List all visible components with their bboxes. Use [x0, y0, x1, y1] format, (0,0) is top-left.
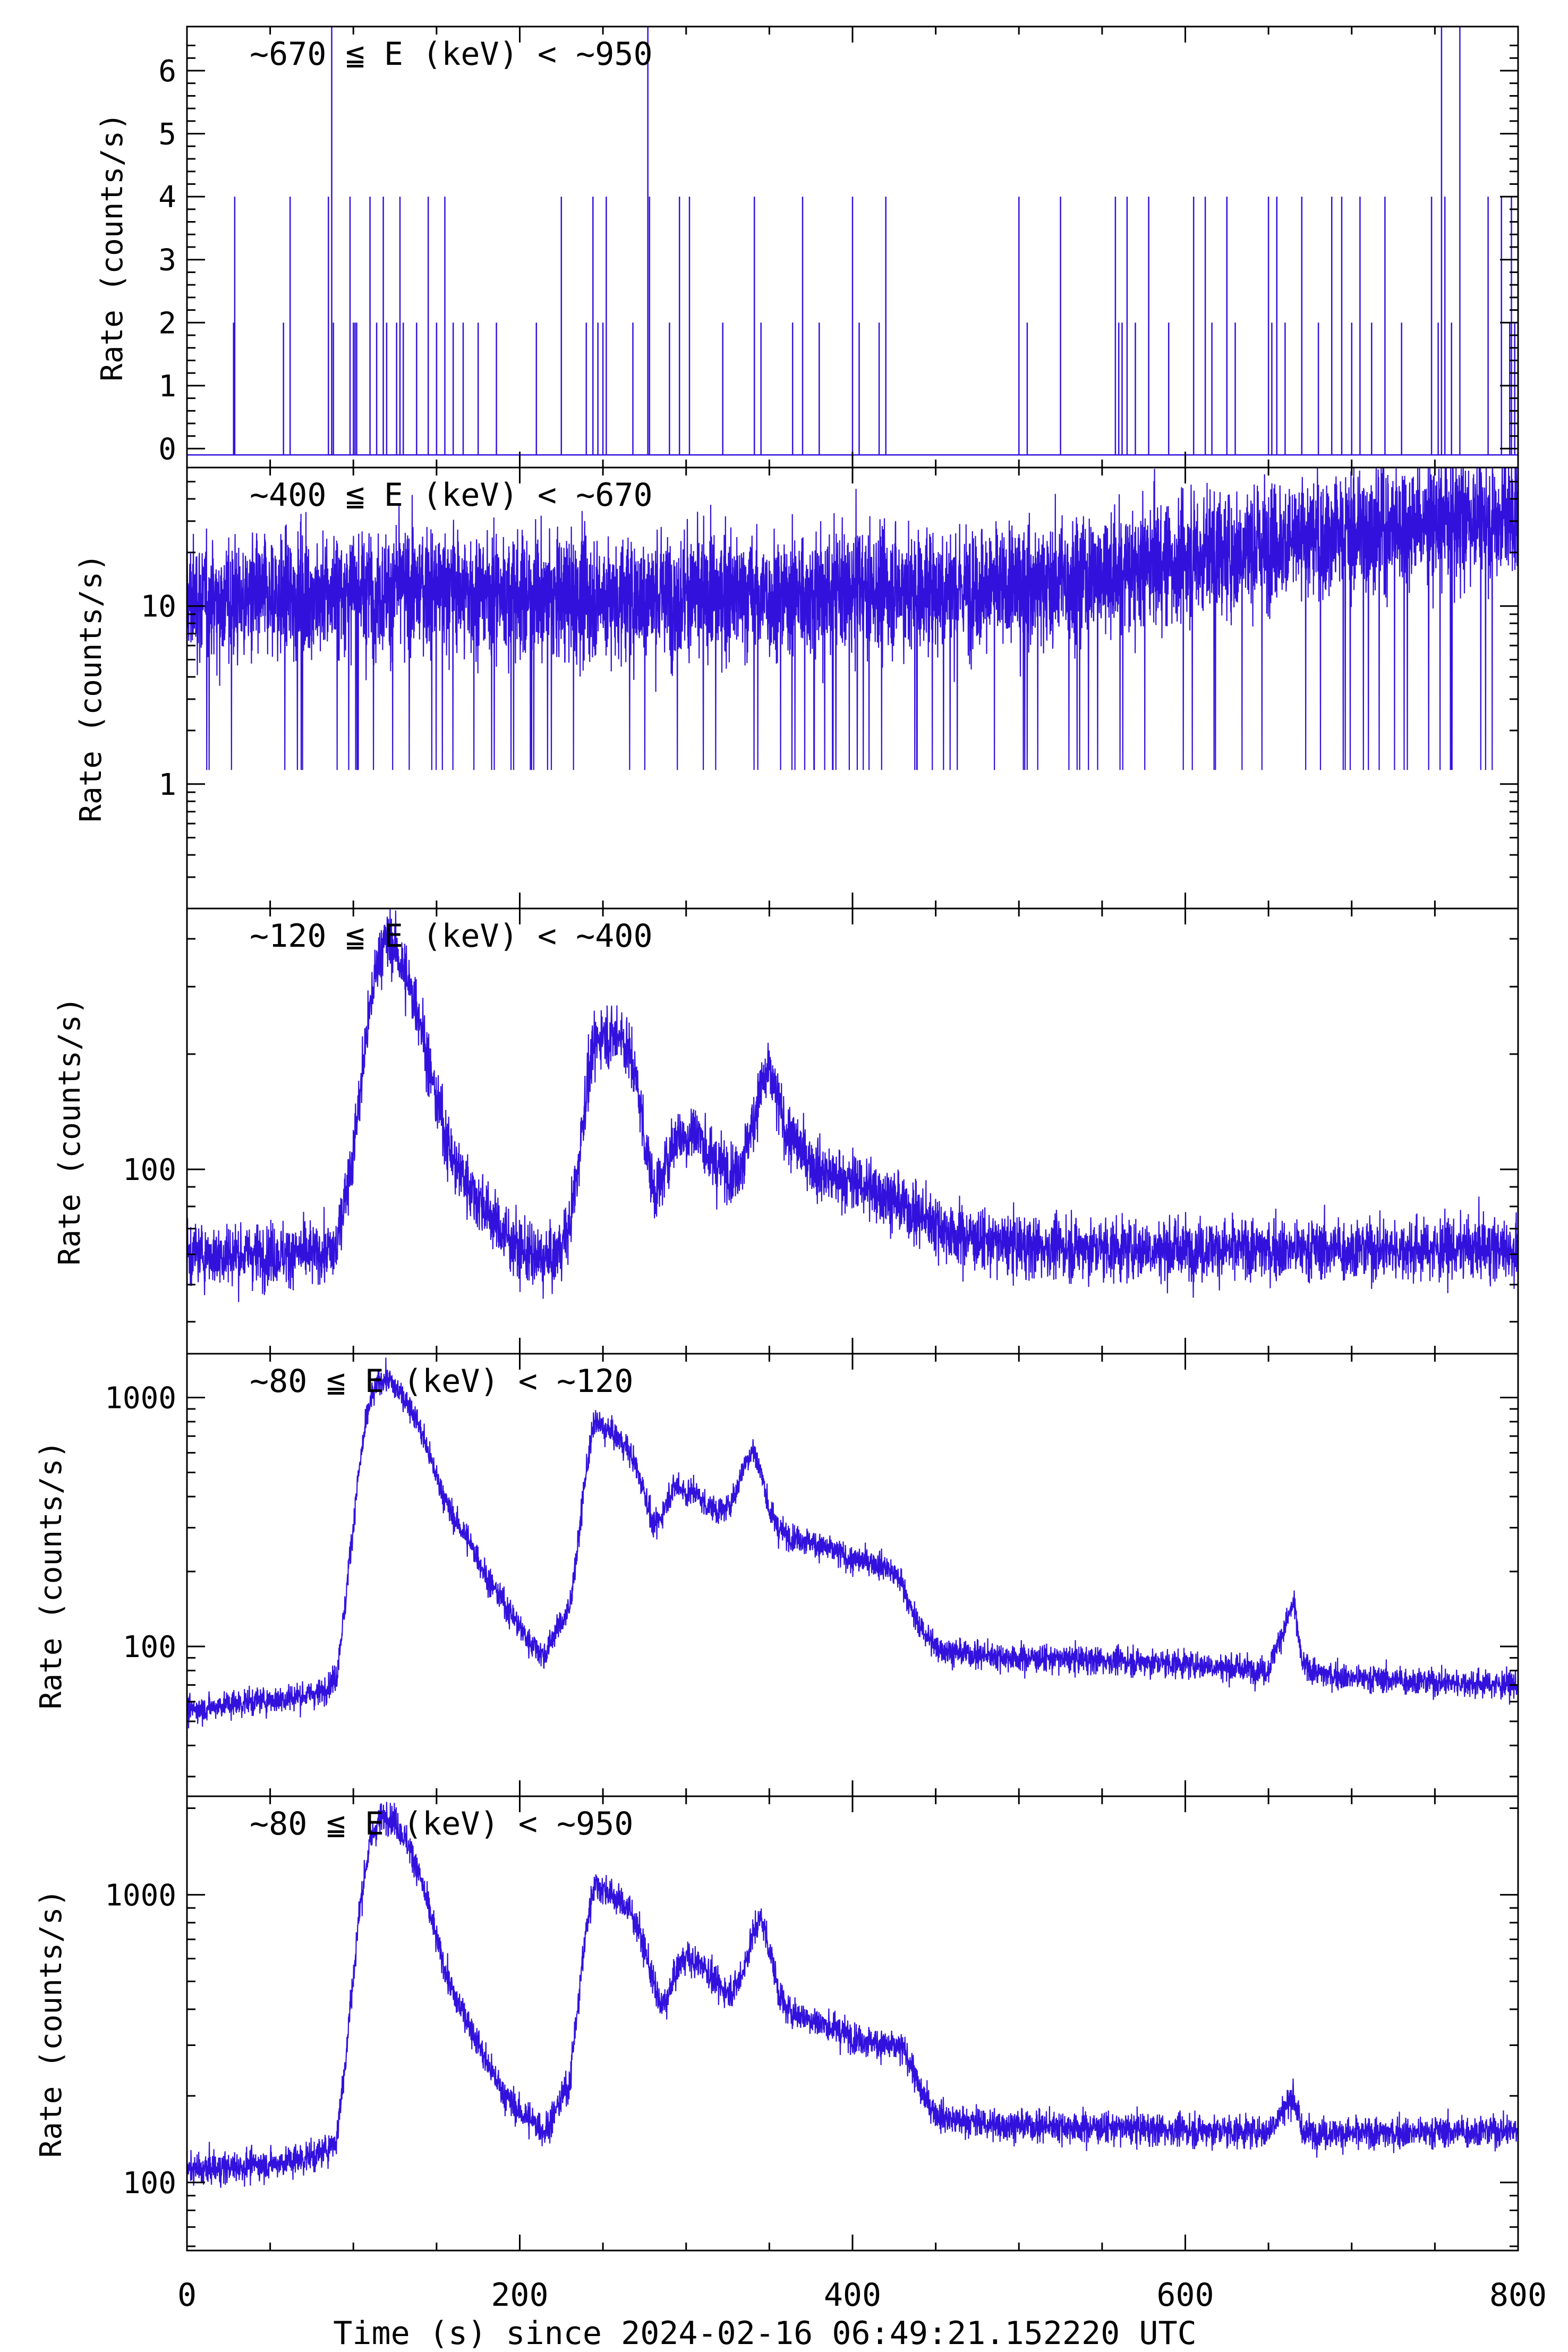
panel-1: 0 1 2 3 4 5 6 Rate (counts/s) ~670 ≦ E (keV) < ~… — [95, 26, 1519, 469]
y-tick-label: 1 — [158, 369, 176, 404]
y-tick-label: 5 — [158, 117, 176, 152]
x-tick-label: 600 — [1156, 2277, 1214, 2314]
panel-title: ~670 ≦ E (keV) < ~950 — [250, 36, 653, 73]
y-tick-label: 100 — [123, 1630, 176, 1665]
y-tick-label: 3 — [158, 243, 176, 278]
data-series-3 — [187, 908, 1518, 1302]
y-tick-label: 1 — [158, 768, 176, 802]
panel-3: 100 Rate (counts/s) ~120 ≦ E (keV) < ~400 — [53, 907, 1519, 1355]
panel-title: ~400 ≦ E (keV) < ~670 — [250, 477, 653, 514]
y-tick-label: 6 — [158, 54, 176, 89]
panels-group: 0 1 2 3 4 5 6 Rate (counts/s) ~670 ≦ E (keV) < ~… — [34, 26, 1519, 2252]
x-axis-group: 0 200 400 600 800 — [177, 2277, 1547, 2314]
y-axis-label: Rate (counts/s) — [34, 1889, 69, 2158]
panel-2: 1 10 Rate (counts/s) ~400 ≦ E (keV) < ~670 — [74, 466, 1519, 910]
panel-title: ~120 ≦ E (keV) < ~400 — [250, 918, 653, 955]
x-tick-label: 0 — [177, 2277, 197, 2314]
panel-5: 100 1000 Rate (counts/s) ~80 ≦ E (keV) < ~9… — [34, 1795, 1519, 2252]
panel-title: ~80 ≦ E (keV) < ~950 — [250, 1805, 633, 1842]
data-series-4 — [187, 1357, 1518, 1729]
data-series-1 — [187, 27, 1518, 456]
y-axis-label: Rate (counts/s) — [95, 113, 130, 381]
y-tick-label: 4 — [158, 180, 176, 215]
y-tick-label: 100 — [123, 2166, 176, 2201]
y-tick-label: 2 — [158, 306, 176, 341]
x-tick-label: 800 — [1489, 2277, 1547, 2314]
panel-frame — [186, 1795, 1519, 2252]
x-tick-label: 400 — [824, 2277, 881, 2314]
y-tick-label: 1000 — [105, 1381, 176, 1415]
x-axis-label: Time (s) since 2024-02-16 06:49:21.15222… — [333, 2315, 1197, 2352]
y-tick-label: 0 — [158, 432, 176, 466]
panel-title: ~80 ≦ E (keV) < ~120 — [250, 1363, 633, 1400]
panel-frame — [186, 907, 1519, 1355]
x-tick-label: 200 — [491, 2277, 548, 2314]
data-series-5 — [187, 1802, 1518, 2188]
y-axis-label: Rate (counts/s) — [34, 1441, 69, 1710]
y-tick-label: 10 — [141, 590, 176, 624]
y-axis-label: Rate (counts/s) — [74, 554, 108, 822]
y-tick-label: 1000 — [105, 1878, 176, 1913]
data-series-2 — [187, 468, 1518, 770]
panel-4: 100 1000 Rate (counts/s) ~80 ≦ E (keV) < ~1… — [34, 1353, 1519, 1797]
y-axis-label: Rate (counts/s) — [53, 997, 87, 1266]
y-tick-label: 100 — [123, 1153, 176, 1187]
